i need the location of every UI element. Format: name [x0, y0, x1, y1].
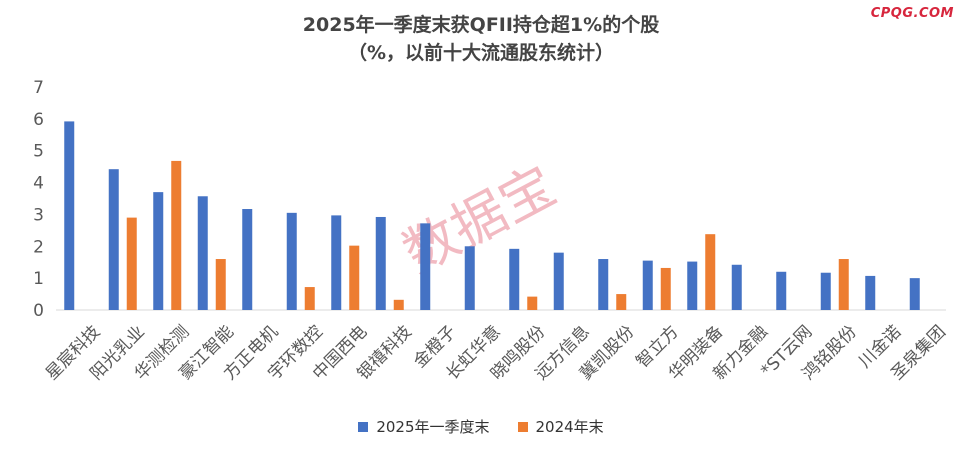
bar-2025q1 [642, 260, 653, 310]
bar-2024 [527, 296, 538, 310]
bar-2025q1 [731, 264, 742, 310]
y-tick-label: 3 [33, 205, 44, 225]
bar-2024 [616, 294, 627, 310]
bar-2025q1 [153, 192, 164, 310]
legend-swatch-2025q1 [358, 421, 369, 432]
bar-2024 [215, 259, 226, 310]
bar-2024 [660, 267, 671, 310]
legend-label-2025q1: 2025年一季度末 [376, 418, 490, 436]
legend-item-2024: 2024年末 [517, 416, 604, 437]
legend: 2025年一季度末 2024年末 [0, 416, 962, 437]
bar-2025q1 [375, 216, 386, 310]
brand-watermark: CPQG.COM [870, 6, 954, 21]
bar-2024 [171, 160, 182, 310]
chart-title: 2025年一季度末获QFII持仓超1%的个股 [302, 14, 660, 36]
bar-2024 [304, 287, 315, 310]
bar-2025q1 [598, 259, 609, 310]
bar-2025q1 [909, 278, 920, 310]
bar-2025q1 [420, 223, 431, 310]
bar-2025q1 [687, 261, 698, 310]
chart-subtitle: （%，以前十大流通股东统计） [347, 42, 615, 64]
bar-2025q1 [286, 212, 297, 310]
y-tick-label: 2 [33, 237, 44, 257]
y-tick-label: 4 [33, 174, 44, 194]
y-tick-label: 1 [33, 269, 44, 289]
bar-2025q1 [464, 246, 475, 310]
y-tick-label: 0 [33, 301, 44, 321]
y-tick-label: 7 [33, 78, 44, 98]
bar-2025q1 [242, 209, 253, 310]
bar-2025q1 [865, 275, 876, 310]
bar-2024 [349, 245, 360, 310]
bar-2025q1 [197, 196, 208, 310]
watermark-text: 数据宝 [393, 154, 566, 286]
legend-label-2024: 2024年末 [535, 418, 604, 436]
bar-2024 [393, 299, 404, 310]
bar-2025q1 [64, 121, 75, 310]
bar-2024 [126, 217, 137, 310]
bar-2024 [838, 259, 849, 310]
bar-2025q1 [776, 271, 787, 310]
bar-2024 [705, 234, 716, 310]
bar-2025q1 [331, 215, 342, 310]
legend-item-2025q1: 2025年一季度末 [358, 416, 490, 437]
y-tick-label: 6 [33, 110, 44, 130]
bar-2025q1 [509, 248, 520, 310]
bar-2025q1 [820, 272, 831, 310]
bar-2025q1 [108, 169, 119, 310]
legend-swatch-2024 [517, 421, 528, 432]
bar-2025q1 [553, 252, 564, 310]
y-tick-label: 5 [33, 142, 44, 162]
